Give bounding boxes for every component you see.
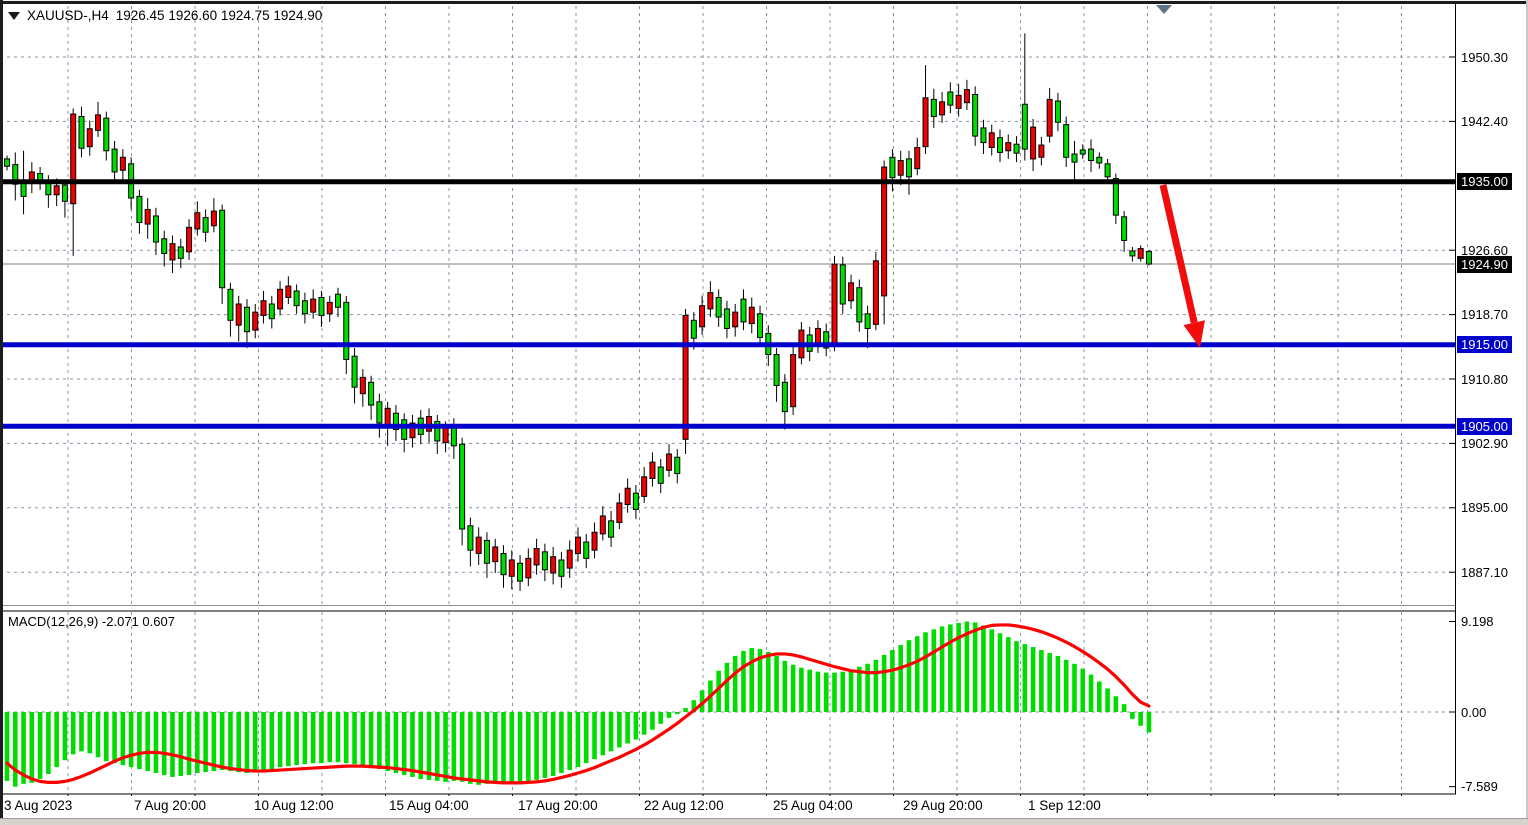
time-axis-label: 15 Aug 04:00 <box>389 798 469 813</box>
window-bottom-strip <box>0 818 1528 825</box>
price-axis-label-1905.00: 1905.00 <box>1457 418 1512 435</box>
ohlc-readout: 1926.45 1926.60 1924.75 1924.90 <box>115 8 323 23</box>
window-left-border <box>0 0 3 818</box>
price-axis-label-1887.10: 1887.10 <box>1461 565 1508 580</box>
time-axis-label: 10 Aug 12:00 <box>254 798 334 813</box>
down-arrow-annotation[interactable] <box>1159 184 1205 349</box>
time-axis-label: 25 Aug 04:00 <box>773 798 853 813</box>
macd-layer <box>4 621 1152 787</box>
time-axis-label: 7 Aug 20:00 <box>134 798 207 813</box>
symbol-title: XAUUSD-,H4 <box>27 8 109 23</box>
price-axis-label-1935.00: 1935.00 <box>1457 173 1512 190</box>
gridlines-layer <box>0 6 1455 793</box>
level-lines-layer <box>0 179 1455 429</box>
price-axis-label-1924.90: 1924.90 <box>1457 256 1512 273</box>
window-right-border <box>1526 0 1528 818</box>
macd-axis-label-9.198: 9.198 <box>1461 614 1494 629</box>
price-axis-label-1915.00: 1915.00 <box>1457 336 1512 353</box>
window-top-border <box>0 0 1528 4</box>
time-axis-label: 22 Aug 12:00 <box>644 798 724 813</box>
time-axis-label: 17 Aug 20:00 <box>518 798 598 813</box>
price-axis-label-1895.00: 1895.00 <box>1461 500 1508 515</box>
price-axis-label-1950.30: 1950.30 <box>1461 50 1508 65</box>
frame-layer <box>0 4 1528 799</box>
time-axis-label: 29 Aug 20:00 <box>903 798 983 813</box>
price-axis-label-1918.70: 1918.70 <box>1461 307 1508 322</box>
macd-signal-line <box>5 623 1151 785</box>
macd-axis-label-0.00: 0.00 <box>1461 705 1487 720</box>
symbol-dropdown-icon[interactable] <box>8 11 20 20</box>
time-axis[interactable]: 3 Aug 2023 7 Aug 20:00 10 Aug 12:00 15 Aug … <box>0 796 1456 818</box>
price-axis-label-1942.40: 1942.40 <box>1461 114 1508 129</box>
time-axis-label: 1 Sep 12:00 <box>1028 798 1101 813</box>
chart-title-bar: XAUUSD-,H4 1926.45 1926.60 1924.75 1924.… <box>8 8 322 23</box>
macd-axis-label--7.589: -7.589 <box>1461 779 1498 794</box>
indicator-label: MACD(12,26,9) -2.071 0.607 <box>8 614 175 629</box>
candles-layer <box>4 33 1152 591</box>
time-axis-label: 3 Aug 2023 <box>4 798 73 813</box>
price-axis-label-1910.80: 1910.80 <box>1461 372 1508 387</box>
price-axis-label-1926.60: 1926.60 <box>1461 243 1508 258</box>
price-axis-label-1902.90: 1902.90 <box>1461 436 1508 451</box>
chart-shift-marker-icon[interactable] <box>1156 5 1172 14</box>
price-axis[interactable]: 1950.30 1942.40 1935.00 1926.60 1924.90 1918.… <box>1456 0 1528 818</box>
